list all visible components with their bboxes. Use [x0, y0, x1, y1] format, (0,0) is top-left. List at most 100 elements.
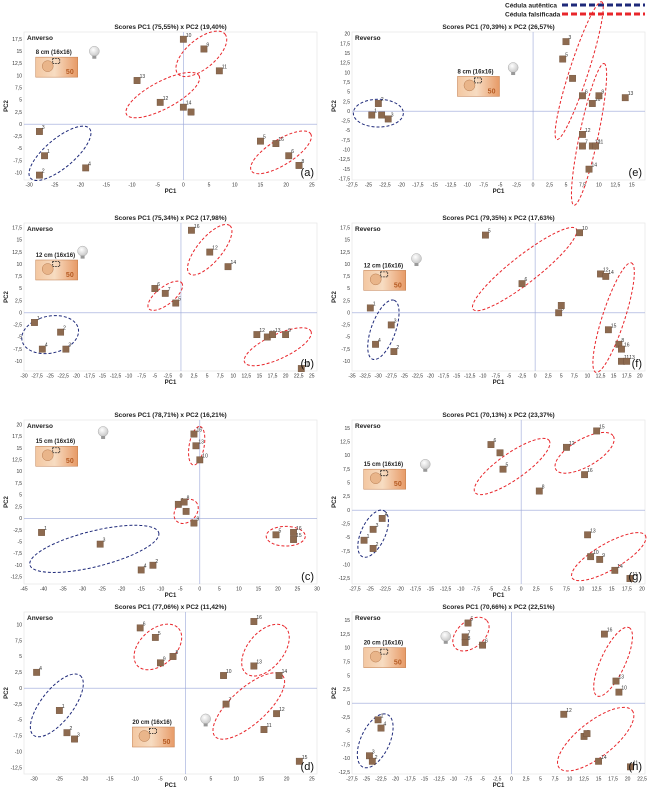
- score-point: [33, 668, 41, 676]
- x-tick-label: 15: [259, 777, 265, 783]
- x-tick-label: -27,5: [386, 374, 398, 380]
- y-tick-label: -2,5: [13, 702, 22, 708]
- point-label: 6: [585, 89, 588, 95]
- x-tick-label: -25: [47, 374, 54, 380]
- y-tick-label: 0: [19, 686, 22, 692]
- score-point: [133, 77, 141, 84]
- y-tick-label: 0: [347, 508, 350, 514]
- x-tick-label: -10: [479, 374, 486, 380]
- authentic-cluster-ellipse: [357, 509, 389, 558]
- score-point: [518, 280, 526, 288]
- score-point: [579, 92, 586, 100]
- score-point: [55, 707, 63, 714]
- score-point: [583, 730, 591, 738]
- point-label: 9: [602, 553, 605, 559]
- chart-panel: -27,5 -25 -22,5 -20 -17,5 -15 -12,5 -10 -7,5 -5 -2…: [332, 412, 647, 599]
- score-point: [290, 536, 297, 543]
- x-tick-label: -7,5: [472, 587, 481, 593]
- score-point: [487, 441, 495, 448]
- score-point: [273, 710, 280, 718]
- counterfeit-cluster-ellipse: [212, 672, 286, 740]
- score-point: [579, 131, 586, 138]
- y-tick-label: -2,5: [13, 528, 22, 534]
- point-label: 14: [186, 101, 192, 107]
- x-tick-label: 7,5: [217, 374, 224, 380]
- y-tick-label: 7,5: [343, 659, 350, 665]
- y-tick-label: -10: [15, 170, 22, 176]
- y-tick-label: 7,5: [343, 274, 350, 280]
- x-tick-label: -15: [138, 587, 145, 593]
- x-tick-label: -12,5: [433, 777, 445, 783]
- y-tick-label: -10: [15, 563, 22, 569]
- x-tick-label: 5: [539, 777, 542, 783]
- y-tick-label: -17,5: [339, 177, 351, 183]
- chart-title: Scores PC1 (70,39%) x PC2 (26,57%): [442, 24, 554, 31]
- y-tick-label: 7,5: [15, 274, 22, 280]
- svg-text:50: 50: [163, 739, 171, 746]
- y-tick-label: 10: [344, 646, 350, 652]
- x-tick-label: -10: [125, 374, 132, 380]
- x-tick-label: -30: [375, 374, 382, 380]
- point-label: 15: [611, 323, 617, 329]
- y-tick-label: -12,5: [11, 575, 23, 581]
- score-point: [82, 164, 90, 172]
- score-point: [623, 357, 631, 365]
- x-tick-label: 0: [534, 374, 537, 380]
- point-label: 13: [629, 355, 635, 361]
- x-tick-label: 12,5: [592, 587, 602, 593]
- x-tick-label: 12,5: [596, 374, 606, 380]
- authentic-cluster-ellipse: [367, 299, 400, 361]
- y-tick-label: -5: [346, 128, 351, 134]
- side-label: Reverso: [355, 226, 381, 233]
- point-label: 13: [618, 675, 624, 681]
- point-label: 2: [155, 559, 158, 565]
- score-point: [172, 299, 180, 307]
- y-tick-label: 12,5: [340, 440, 350, 446]
- y-axis-label: PC2: [4, 496, 10, 508]
- x-tick-label: -20: [398, 183, 405, 189]
- x-tick-label: -17,5: [412, 183, 424, 189]
- y-tick-label: 17,5: [12, 37, 22, 43]
- chart-panel: -27,5 -25 -22,5 -20 -17,5 -15 -12,5 -10 -7,5 -5 -2…: [332, 604, 647, 789]
- y-tick-label: -2,5: [341, 119, 350, 125]
- y-tick-label: 0: [19, 516, 22, 522]
- banknote-picture: 50: [132, 726, 175, 748]
- y-tick-label: -7,5: [13, 551, 22, 557]
- point-label: 4: [88, 161, 91, 167]
- panel-tag: (b): [301, 358, 314, 370]
- y-tick-label: -7,5: [341, 347, 350, 353]
- x-tick-label: 25: [309, 374, 315, 380]
- x-axis-label: PC1: [493, 783, 505, 789]
- x-tick-label: 2,5: [546, 183, 553, 189]
- x-tick-label: -5: [480, 777, 485, 783]
- x-tick-label: 17,5: [622, 587, 632, 593]
- score-point: [179, 103, 187, 111]
- y-tick-label: 15: [16, 49, 22, 55]
- point-label: 16: [196, 428, 202, 434]
- x-tick-label: 2,5: [533, 587, 540, 593]
- light-bulb-icon: [420, 459, 431, 472]
- score-point: [187, 108, 195, 116]
- y-tick-label: 17,5: [340, 41, 350, 47]
- point-label: 14: [601, 755, 607, 761]
- score-point: [563, 443, 570, 451]
- y-tick-label: -12,5: [339, 576, 351, 582]
- y-tick-label: 2,5: [343, 494, 350, 500]
- panel-tag: (g): [629, 571, 642, 583]
- score-point: [587, 553, 595, 561]
- y-axis-label: PC2: [4, 100, 10, 112]
- y-tick-label: -15: [343, 167, 350, 173]
- svg-text:50: 50: [488, 88, 496, 95]
- y-tick-label: 2,5: [15, 670, 22, 676]
- y-tick-label: 2,5: [343, 687, 350, 693]
- y-tick-label: 5: [19, 98, 22, 104]
- x-tick-label: 5: [550, 587, 553, 593]
- x-tick-label: -30: [30, 777, 37, 783]
- point-label: 7: [229, 698, 232, 704]
- panel-tag: (e): [629, 167, 642, 179]
- light-bulb-icon: [77, 245, 88, 259]
- x-tick-label: -27,5: [346, 183, 358, 189]
- x-tick-label: 20: [637, 374, 643, 380]
- score-point: [282, 331, 290, 339]
- y-tick-label: 5: [347, 673, 350, 679]
